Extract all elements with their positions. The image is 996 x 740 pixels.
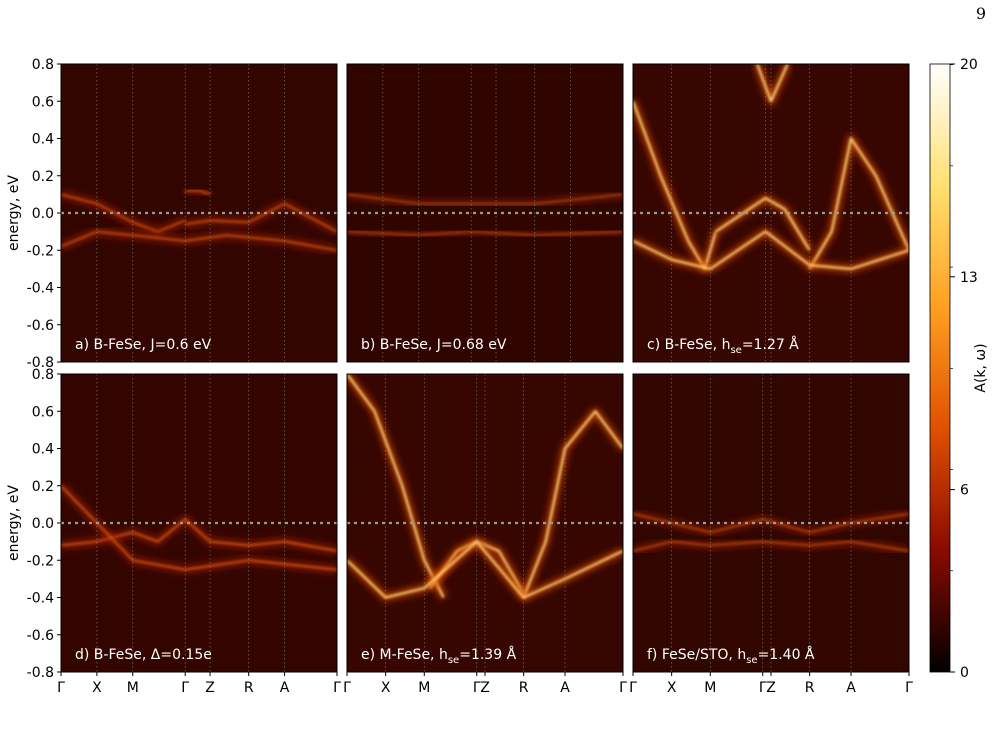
panel-background bbox=[61, 374, 337, 672]
panel-e: e) M-FeSe, hse=1.39 Å bbox=[346, 373, 624, 673]
k-point-label: Z bbox=[480, 680, 490, 696]
colorbar-label: A(k, ω) bbox=[973, 343, 989, 392]
page-number: 9 bbox=[975, 4, 986, 23]
y-tick-label: 0.8 bbox=[32, 57, 54, 73]
k-point-label: Z bbox=[205, 680, 215, 696]
band-line bbox=[185, 202, 337, 233]
panel-a: a) B-FeSe, J=0.6 eV bbox=[60, 63, 338, 363]
colorbar-tick-label: 6 bbox=[960, 483, 969, 499]
y-tick-label: -0.2 bbox=[27, 243, 54, 259]
k-point-label: R bbox=[805, 680, 815, 696]
k-point-label: Γ bbox=[473, 680, 481, 696]
y-tick-label: -0.4 bbox=[27, 591, 54, 607]
colorbar: 0 6 13 20 A(k, ω) bbox=[929, 57, 989, 681]
y-tick-label: 0.0 bbox=[32, 516, 54, 532]
y-tick-label: 0.4 bbox=[32, 442, 54, 458]
k-point-label: R bbox=[244, 680, 254, 696]
panel-label: f) FeSe/STO, hse=1.40 Å bbox=[647, 646, 815, 666]
k-point-label: Γ bbox=[181, 680, 189, 696]
k-point-label: X bbox=[92, 680, 102, 696]
band-line bbox=[808, 137, 909, 270]
panel-f: f) FeSe/STO, hse=1.40 Å bbox=[632, 373, 910, 673]
band-line bbox=[347, 374, 445, 598]
panel-b: b) B-FeSe, J=0.68 eV bbox=[346, 63, 624, 363]
y-tick-label: -0.8 bbox=[27, 665, 54, 681]
k-point-label: A bbox=[280, 680, 290, 696]
panel-label: c) B-FeSe, hse=1.27 Å bbox=[647, 336, 799, 356]
k-point-label: X bbox=[381, 680, 391, 696]
band-line bbox=[715, 197, 811, 251]
k-point-label: A bbox=[560, 680, 570, 696]
k-point-label: A bbox=[846, 680, 856, 696]
k-point-label: M bbox=[127, 680, 139, 696]
band-line bbox=[522, 410, 623, 598]
y-tick-label: 0.2 bbox=[32, 479, 54, 495]
band-line bbox=[633, 540, 909, 553]
colorbar-tick-label: 20 bbox=[960, 57, 978, 73]
panel-label: d) B-FeSe, Δ=0.15e bbox=[75, 647, 212, 663]
y-axis-label: energy, eV bbox=[6, 485, 22, 561]
panel-label: e) M-FeSe, hse=1.39 Å bbox=[361, 646, 517, 666]
colorbar-tick-label: 13 bbox=[960, 270, 978, 286]
k-point-label: M bbox=[704, 680, 716, 696]
band-line bbox=[61, 484, 337, 571]
y-tick-label: 0.8 bbox=[32, 367, 54, 383]
k-point-label: Γ bbox=[333, 680, 341, 696]
panel-d: d) B-FeSe, Δ=0.15e bbox=[60, 373, 338, 673]
y-tick-label: -0.2 bbox=[27, 553, 54, 569]
panel-c: c) B-FeSe, hse=1.27 Å bbox=[632, 63, 910, 363]
y-tick-label: -0.6 bbox=[27, 628, 54, 644]
k-point-label: X bbox=[667, 680, 677, 696]
k-point-label: M bbox=[418, 680, 430, 696]
k-point-label: Γ bbox=[759, 680, 767, 696]
band-line bbox=[347, 193, 623, 205]
y-tick-label: -0.6 bbox=[27, 318, 54, 334]
y-tick-label: 0.6 bbox=[32, 404, 54, 420]
colorbar-tick-label: 0 bbox=[960, 665, 969, 681]
k-point-label: Z bbox=[766, 680, 776, 696]
colorbar-gradient bbox=[929, 63, 951, 673]
band-line bbox=[633, 100, 717, 270]
y-tick-label: 0.4 bbox=[32, 132, 54, 148]
k-point-label: Γ bbox=[57, 680, 65, 696]
y-tick-label: 0.0 bbox=[32, 206, 54, 222]
k-point-label: Γ bbox=[905, 680, 913, 696]
band-line bbox=[61, 193, 186, 233]
y-tick-label: 0.6 bbox=[32, 94, 54, 110]
y-tick-label: 0.2 bbox=[32, 169, 54, 185]
panel-frame bbox=[632, 63, 910, 363]
k-point-label: Γ bbox=[629, 680, 637, 696]
k-point-label: R bbox=[519, 680, 529, 696]
panel-background bbox=[347, 64, 623, 362]
band-line bbox=[185, 189, 211, 196]
y-tick-label: -0.8 bbox=[27, 355, 54, 371]
panel-label: b) B-FeSe, J=0.68 eV bbox=[361, 337, 507, 353]
band-line bbox=[347, 230, 623, 237]
k-point-label: Γ bbox=[343, 680, 351, 696]
y-axis-label: energy, eV bbox=[6, 175, 22, 251]
panel-label: a) B-FeSe, J=0.6 eV bbox=[75, 337, 212, 353]
y-tick-label: -0.4 bbox=[27, 281, 54, 297]
k-point-label: Γ bbox=[619, 680, 627, 696]
panel-frame bbox=[346, 63, 624, 363]
